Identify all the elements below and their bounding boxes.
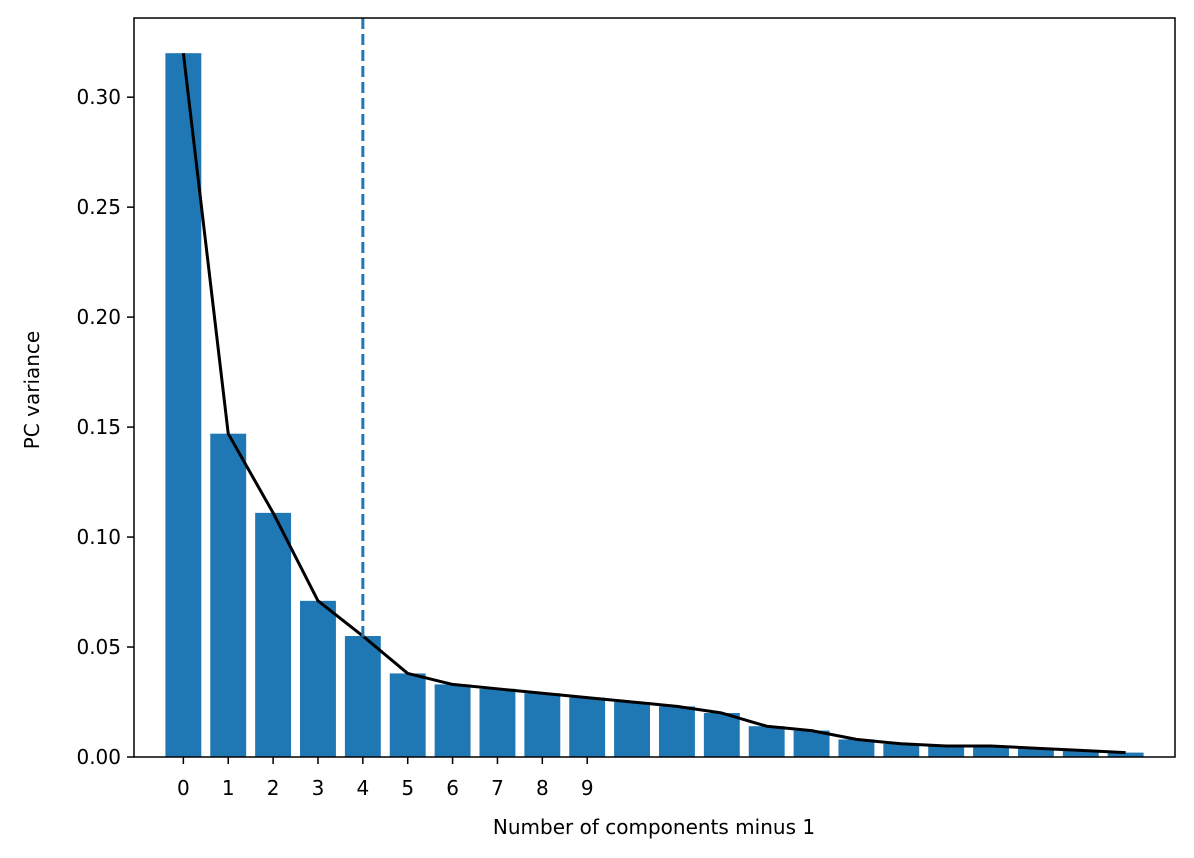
bar-0 (165, 53, 202, 757)
x-tick-label: 6 (446, 776, 459, 800)
bar-11 (658, 706, 695, 757)
y-axis-ticks: 0.00 0.05 0.10 0.15 0.20 0.25 0.30 (76, 85, 134, 769)
bar-21 (1107, 752, 1144, 757)
bar-6 (434, 684, 471, 757)
bar-16 (883, 743, 920, 757)
variance-line (181, 53, 1126, 755)
variance-polyline (181, 53, 1126, 755)
x-tick-label: 5 (401, 776, 414, 800)
bar-9 (569, 697, 606, 757)
bar-20 (1062, 750, 1099, 757)
bars (165, 53, 1144, 757)
bar-3 (300, 600, 336, 757)
plot-frame (133, 17, 1176, 758)
bar-10 (614, 702, 651, 757)
x-tick-label: 8 (536, 776, 549, 800)
y-tick-label: 0.15 (76, 415, 121, 439)
bar-18 (973, 746, 1009, 757)
x-axis-label: Number of components minus 1 (493, 815, 815, 839)
bar-8 (524, 693, 561, 757)
y-tick-label: 0.10 (76, 525, 121, 549)
bar-19 (1017, 748, 1054, 757)
x-tick-label: 2 (267, 776, 280, 800)
bar-12 (703, 713, 740, 757)
y-tick-label: 0.25 (76, 195, 121, 219)
bar-1 (210, 433, 247, 757)
x-axis-ticks: 0 1 2 3 4 5 6 7 8 9 (177, 757, 594, 800)
bar-2 (255, 512, 292, 757)
x-tick-label: 7 (491, 776, 504, 800)
bar-5 (389, 673, 426, 757)
bar-13 (748, 726, 785, 757)
x-tick-label: 0 (177, 776, 190, 800)
bar-15 (838, 739, 875, 757)
y-tick-label: 0.00 (76, 745, 121, 769)
x-tick-label: 1 (222, 776, 235, 800)
y-tick-label: 0.30 (76, 85, 121, 109)
bar-7 (479, 688, 516, 757)
x-tick-label: 9 (581, 776, 594, 800)
bar-17 (928, 746, 965, 757)
y-tick-label: 0.05 (76, 635, 121, 659)
y-tick-label: 0.20 (76, 305, 121, 329)
y-axis-label: PC variance (20, 331, 44, 450)
x-tick-label: 3 (312, 776, 325, 800)
bar-14 (793, 730, 830, 757)
x-tick-label: 4 (356, 776, 369, 800)
